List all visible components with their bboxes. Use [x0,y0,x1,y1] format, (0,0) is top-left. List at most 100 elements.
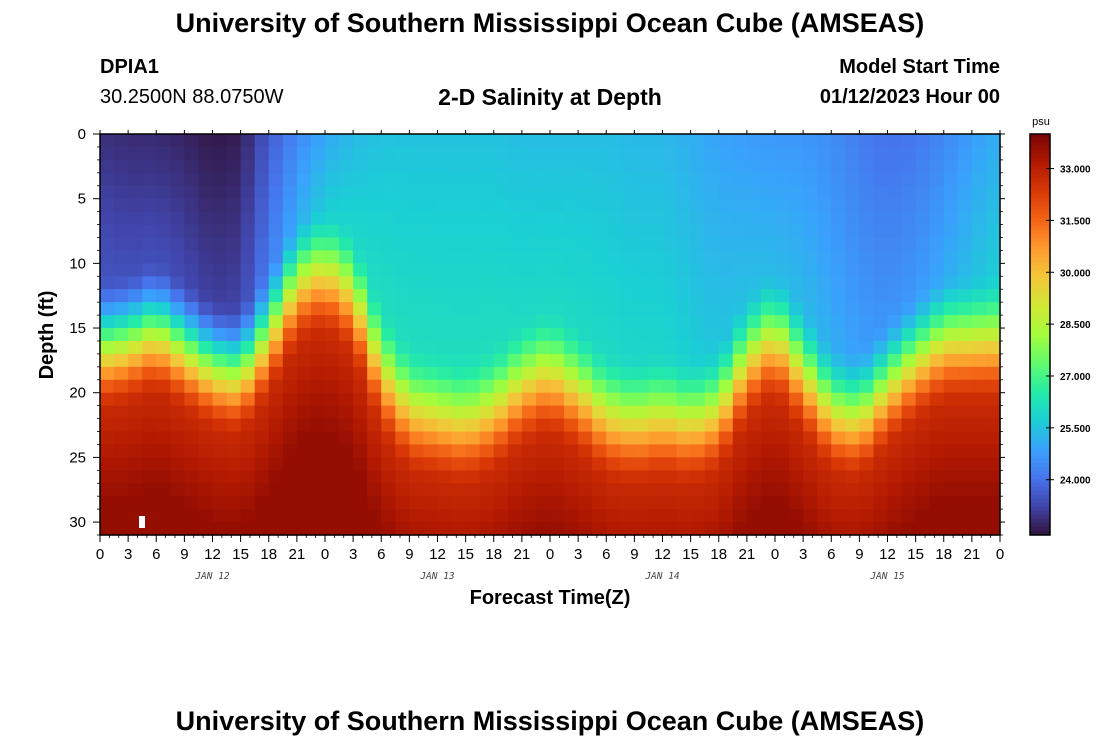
colorbar-tick-label: 33.000 [1060,165,1091,176]
colorbar-swatch [1030,138,1050,143]
heatmap-cell [634,211,650,226]
heatmap-cell [282,405,298,420]
heatmap-cell [353,159,368,174]
heatmap-cell [676,263,692,277]
heatmap-cell [296,353,312,368]
date-label: JAN 15 [869,571,905,582]
heatmap-cell [296,276,312,290]
heatmap-cell [156,224,171,239]
heatmap-cell [732,444,748,458]
heatmap-cell [690,379,706,394]
heatmap-cell [339,457,354,471]
heatmap-cell [114,289,129,303]
heatmap-cell [339,483,354,497]
heatmap-cell [550,328,565,342]
heatmap-cell [662,392,678,407]
heatmap-cell [803,302,818,316]
colorbar-swatch [1030,278,1050,283]
heatmap-cell [184,366,200,381]
heatmap-cell [142,392,157,407]
heatmap-cell [634,276,650,290]
colorbar-swatch [1030,170,1050,175]
heatmap-cell [564,159,579,174]
heatmap-cell [479,392,495,407]
heatmap-cell [296,496,312,510]
heatmap-cell [282,418,298,433]
heatmap-cell [156,302,171,316]
heatmap-cell [479,198,495,213]
heatmap-cell [479,276,495,290]
heatmap-cell [437,224,453,239]
heatmap-cell [212,159,228,174]
colorbar-swatch [1030,410,1050,416]
heatmap-cell [381,418,396,433]
heatmap-cell [550,224,565,239]
heatmap-cell [381,276,396,290]
heatmap-cell [887,250,903,264]
heatmap-cell [704,418,720,433]
heatmap-cell [592,185,607,200]
heatmap-cell [325,405,340,420]
heatmap-cell [100,483,115,497]
heatmap-cell [170,444,185,458]
heatmap-cell [732,159,748,174]
heatmap-cell [395,315,410,329]
footer-title: University of Southern Mississippi Ocean… [175,706,925,736]
heatmap-cell [859,522,875,536]
heatmap-cell [789,353,804,368]
heatmap-cell [521,418,537,433]
heatmap-cell [718,276,734,290]
heatmap-cell [845,444,860,458]
heatmap-cell [100,224,115,239]
heatmap-cell [184,457,200,471]
heatmap-cell [226,185,242,200]
heatmap-cell [620,315,635,329]
heatmap-cell [493,224,509,239]
heatmap-cell [873,159,889,174]
heatmap-cell [648,457,664,471]
heatmap-cell [521,185,537,200]
heatmap-cell [493,431,509,446]
heatmap-cell [184,159,200,174]
heatmap-cell [240,353,256,368]
colorbar-swatch [1030,230,1050,235]
heatmap-cell [775,185,790,200]
heatmap-cell [634,134,650,148]
heatmap-cell [114,509,129,523]
heatmap-cell [493,198,509,213]
heatmap-cell [648,522,664,536]
heatmap-cell [760,340,776,355]
heatmap-cell [592,431,607,446]
heatmap-cell [395,392,410,407]
heatmap-cell [212,328,228,342]
heatmap-cell [184,276,200,290]
heatmap-cell [550,134,565,148]
heatmap-cell [521,159,537,174]
heatmap-cell [803,522,818,536]
heatmap-cell [760,418,776,433]
heatmap-cell [915,457,931,471]
heatmap-cell [142,457,157,471]
heatmap-cell [873,340,889,355]
heatmap-cell [845,185,860,200]
heatmap-cell [156,289,171,303]
heatmap-cell [254,250,270,264]
heatmap-cell [985,211,1001,226]
heatmap-cell [381,522,396,536]
colorbar-swatch [1030,406,1050,412]
heatmap-cell [901,340,917,355]
colorbar-swatch [1030,478,1050,484]
heatmap-cell [915,263,931,277]
heatmap-cell [339,496,354,510]
heatmap-cell [620,483,635,497]
heatmap-cell [254,211,270,226]
heatmap-cell [240,418,256,433]
heatmap-cell [156,496,171,510]
heatmap-cell [676,159,692,174]
heatmap-cell [268,315,284,329]
heatmap-cell [662,159,678,174]
heatmap-cell [437,470,453,484]
heatmap-cell [409,211,425,226]
heatmap-cell [873,289,889,303]
y-tick-label: 25 [69,449,86,466]
